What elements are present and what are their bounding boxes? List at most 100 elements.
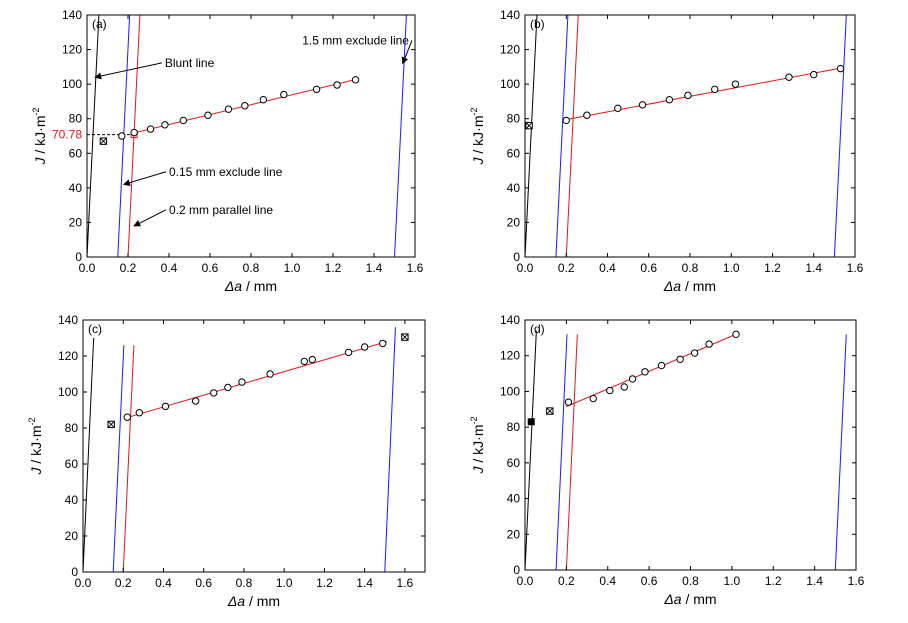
data-point <box>810 70 818 79</box>
excluded-data-point <box>107 420 115 429</box>
data-point <box>351 76 360 84</box>
y-axis-unit: / kJ·m <box>470 116 486 158</box>
x-tick-label: 0.4 <box>599 574 616 588</box>
x-axis-symbol: Δa <box>227 593 245 609</box>
data-point <box>606 386 614 395</box>
x-axis-title: Δa / mm <box>227 593 280 609</box>
x-tick-label: 1.2 <box>316 576 333 590</box>
x-tick-label: 0.8 <box>243 261 260 275</box>
blunt-line <box>525 330 537 570</box>
x-tick-label: 0.4 <box>155 576 172 590</box>
data-point <box>344 348 353 357</box>
excluded-data-point <box>546 407 554 415</box>
exclude-line <box>834 334 847 570</box>
excluded-data-point <box>99 137 108 145</box>
data-point <box>732 330 740 338</box>
y-tick-label: 80 <box>507 112 521 126</box>
x-axis-symbol: Δa <box>224 278 242 294</box>
data-point <box>135 409 144 417</box>
x-axis-unit: / mm <box>682 591 717 607</box>
y-tick-label: 80 <box>507 420 521 434</box>
x-tick-label: 0.6 <box>641 574 658 588</box>
data-point <box>360 343 369 351</box>
data-point <box>238 378 246 386</box>
x-tick-label: 0.8 <box>682 261 699 275</box>
y-tick-label: 40 <box>69 181 83 195</box>
regression-fit-line <box>566 67 843 121</box>
y-tick-label: 0 <box>513 563 520 577</box>
annotation-arrow <box>94 62 163 80</box>
excluded-point-cross <box>107 421 115 428</box>
data-point <box>614 104 622 113</box>
x-tick-label: 0.6 <box>202 261 219 275</box>
x-axis-title: Δa / mm <box>224 278 277 294</box>
data-point <box>300 357 308 366</box>
blunt-line <box>525 15 538 257</box>
data-point <box>705 340 713 348</box>
data-point <box>620 383 628 391</box>
y-tick-label: 40 <box>65 493 79 507</box>
data-point <box>259 96 267 104</box>
y-tick-label: 80 <box>69 112 83 126</box>
excluded-point-cross <box>100 137 107 145</box>
parallel-line <box>565 334 578 570</box>
y-tick-label: 100 <box>58 385 78 399</box>
data-point <box>266 370 274 378</box>
data-point <box>191 397 200 405</box>
plot-area <box>83 327 409 572</box>
data-point <box>676 355 684 363</box>
y-tick-label: 120 <box>58 349 78 363</box>
y-tick-label: 20 <box>507 215 521 229</box>
data-point <box>204 111 212 119</box>
x-tick-label: 0.4 <box>599 261 616 275</box>
y-axis-symbol: J <box>32 157 48 166</box>
data-point <box>123 413 131 421</box>
data-point <box>785 73 793 81</box>
plot-area <box>525 15 847 257</box>
data-point <box>562 116 570 125</box>
x-tick-label: 0.2 <box>120 261 137 275</box>
y-tick-label: 0 <box>75 250 82 264</box>
y-tick-label: 20 <box>65 529 79 543</box>
y-tick-label: 40 <box>507 492 521 506</box>
data-point <box>711 85 719 94</box>
exclude-line <box>555 15 569 257</box>
x-tick-label: 0.0 <box>75 576 92 590</box>
data-point <box>161 121 169 129</box>
y-axis-unit: / kJ·m <box>28 426 44 468</box>
x-tick-label: 0.2 <box>558 261 575 275</box>
data-point <box>657 361 666 370</box>
annotation-label: 1.5 mm exclude line <box>302 33 409 47</box>
panel-label: (b) <box>530 17 545 31</box>
parallel-line <box>122 345 135 572</box>
annotation-arrow <box>401 40 413 65</box>
exclude-line <box>833 15 847 257</box>
x-axis-title: Δa / mm <box>663 591 716 607</box>
y-axis-symbol: J <box>470 466 486 475</box>
y-axis-exponent: -2 <box>31 107 41 115</box>
y-tick-label: 20 <box>507 527 521 541</box>
x-tick-label: 1.0 <box>724 574 741 588</box>
x-tick-label: 0.0 <box>79 261 96 275</box>
x-tick-label: 1.6 <box>407 261 424 275</box>
data-point <box>628 375 637 383</box>
plot-area <box>87 15 407 257</box>
y-axis-title: J / kJ·m-2 <box>469 107 486 165</box>
data-point <box>224 383 232 392</box>
x-tick-label: 1.6 <box>847 261 864 275</box>
x-tick-label: 0.0 <box>517 261 534 275</box>
exclude-line <box>384 327 396 572</box>
chart-panel-4: 0 20 40 60 80 100 120 140 0.0 0.2 0.4 0.6 0.8 1.0 1.2 1… <box>469 313 865 607</box>
annotation-label: Blunt line <box>165 56 215 70</box>
exclude-line <box>555 334 568 570</box>
y-axis-exponent: -2 <box>469 416 479 424</box>
y-axis-title: J / kJ·m-2 <box>31 107 48 165</box>
blunt-line <box>87 15 100 257</box>
data-point <box>146 125 155 133</box>
y-tick-label: 140 <box>58 313 78 327</box>
data-point <box>280 90 288 99</box>
data-point <box>333 81 341 89</box>
excluded-data-point <box>525 121 533 130</box>
y-axis-exponent: -2 <box>27 417 37 425</box>
x-tick-label: 0.8 <box>236 576 253 590</box>
